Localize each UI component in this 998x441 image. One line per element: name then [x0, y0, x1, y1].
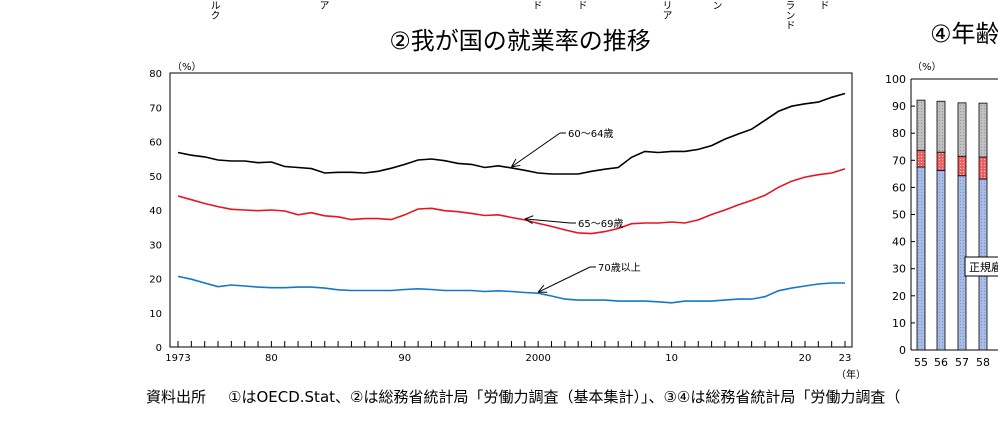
label-leader: [511, 132, 561, 168]
y-tick-label: 40: [892, 236, 906, 249]
label-leader: [537, 266, 591, 293]
line-chart-ylabel: （%）: [172, 61, 202, 73]
y-tick-label: 60: [149, 138, 162, 149]
top-label-fragment: ルク: [208, 0, 219, 20]
x-tick-label: 90: [398, 353, 411, 364]
bar-segment: [957, 102, 967, 157]
source-note: 資料出所 ①はOECD.Stat、②は総務省統計局「労働力調査（基本集計）」、③④…: [146, 386, 922, 407]
series-label: 65～69歳: [578, 218, 623, 230]
y-tick-label: 10: [149, 309, 162, 320]
y-tick-label: 80: [149, 69, 162, 80]
x-tick-label: 57: [955, 356, 969, 369]
x-tick-label: 1973: [165, 353, 190, 364]
y-tick-label: 0: [899, 344, 906, 357]
arrow-head: [511, 164, 521, 168]
x-tick-label: 23: [839, 353, 852, 364]
top-label-fragment: ン: [710, 0, 721, 10]
bar-chart-ylabel: （%）: [912, 61, 942, 73]
top-label-fragment: ド: [575, 0, 586, 10]
bar-segment: [936, 169, 946, 351]
bar-segment: [978, 102, 988, 158]
series-line: [177, 92, 846, 175]
x-tick-label: 10: [665, 353, 678, 364]
source-label: 資料出所: [146, 388, 207, 406]
bar-segment: [936, 151, 946, 171]
x-tick-label: 20: [799, 353, 812, 364]
y-tick-label: 50: [892, 209, 906, 222]
series-label: 70歳以上: [598, 262, 641, 274]
bar-chart: 0 10 20 30 40 50 60 70 80 90 100 55 56 57 58 正規雇: [885, 73, 998, 369]
series-line: [177, 168, 846, 235]
y-tick-label: 70: [149, 103, 162, 114]
top-label-fragment: リア: [660, 0, 671, 20]
arrow-head: [524, 218, 533, 224]
y-tick-label: 60: [892, 181, 906, 194]
y-tick-label: 40: [149, 206, 162, 217]
annotation-label: 正規雇: [969, 260, 998, 274]
series-line: [177, 275, 845, 304]
y-tick-label: 80: [892, 127, 906, 140]
arrow-head: [524, 215, 534, 220]
y-tick-label: 50: [149, 172, 162, 183]
y-tick-label: 0: [156, 343, 162, 354]
annotation-box: [964, 256, 998, 277]
y-tick-label: 30: [149, 240, 162, 251]
label-leader: [524, 218, 571, 224]
y-tick-label: 100: [885, 73, 906, 86]
y-tick-label: 20: [892, 290, 906, 303]
bar-segment: [916, 166, 926, 351]
bar-segment: [916, 149, 926, 168]
bar-chart-title: ④年齢: [930, 20, 998, 48]
y-tick-label: 30: [892, 263, 906, 276]
source-text: ①はOECD.Stat、②は総務省統計局「労働力調査（基本集計）」、③④は総務省…: [228, 388, 901, 406]
line-chart: 0 10 20 30 40 50 60 70 80 1973 80 90 2000 10 20 23 60～64…: [149, 69, 853, 364]
arrow-head: [537, 284, 545, 293]
bar-segment: [916, 99, 926, 151]
bar-segment: [978, 156, 988, 180]
line-chart-xlabel: （年）: [836, 368, 866, 381]
bar-segment: [936, 100, 946, 153]
x-tick-label: 58: [976, 356, 990, 369]
arrow-head: [511, 158, 517, 168]
x-tick-label: 80: [265, 353, 278, 364]
top-label-fragment: ランド: [783, 0, 794, 30]
series-label: 60～64歳: [568, 128, 613, 140]
top-label-fragment: ド: [530, 0, 541, 10]
y-tick-label: 90: [892, 100, 906, 113]
top-label-fragment: ド: [817, 0, 828, 10]
y-tick-label: 20: [149, 275, 162, 286]
line-chart-title: ②我が国の就業率の推移: [389, 27, 651, 55]
top-label-fragment: ア: [317, 0, 328, 10]
x-tick-label: 56: [934, 356, 948, 369]
bar-segment: [957, 155, 967, 177]
x-tick-label: 2000: [525, 353, 550, 364]
y-tick-label: 10: [892, 317, 906, 330]
x-tick-label: 55: [914, 356, 928, 369]
y-tick-label: 70: [892, 154, 906, 167]
